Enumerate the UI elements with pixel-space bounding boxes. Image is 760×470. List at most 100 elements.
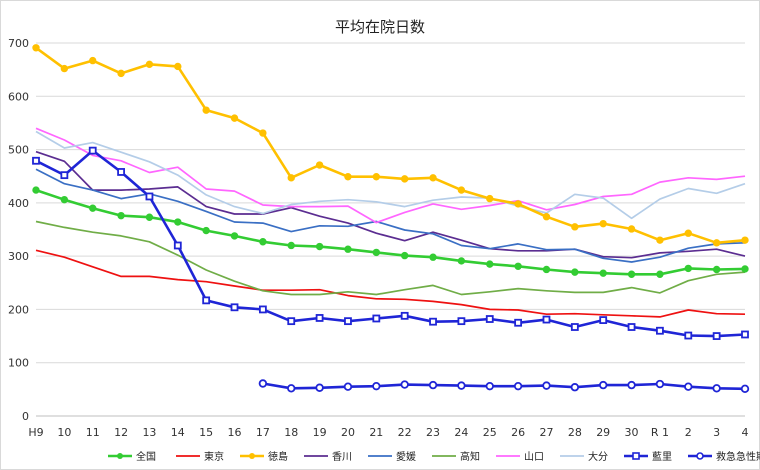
x-tick-label: 24 <box>454 426 468 439</box>
data-point <box>599 219 607 228</box>
data-point <box>684 229 692 237</box>
x-tick-label: 29 <box>596 426 610 439</box>
x-tick-label: 22 <box>398 426 412 439</box>
data-point <box>485 381 494 391</box>
data-point <box>599 380 608 390</box>
series-line <box>35 46 746 245</box>
y-tick-label: 300 <box>8 250 29 263</box>
data-point <box>230 114 239 122</box>
data-point <box>343 382 353 391</box>
x-tick-label: 16 <box>228 426 242 439</box>
x-tick-label: 17 <box>256 426 270 439</box>
series-line <box>35 149 746 338</box>
x-tick-label: 3 <box>713 426 720 439</box>
data-point <box>542 213 551 221</box>
legend-marker <box>117 453 123 459</box>
data-point <box>60 195 69 204</box>
y-tick-label: 700 <box>8 37 29 50</box>
series-line <box>35 188 746 276</box>
legend-label: 救急急性期病棟 <box>716 450 760 463</box>
x-tick-label: 13 <box>142 426 156 439</box>
legend-label: 徳島 <box>268 450 288 463</box>
x-tick-label: 25 <box>483 426 497 439</box>
data-point <box>627 225 636 233</box>
x-tick-label: 19 <box>313 426 327 439</box>
data-point <box>627 270 636 278</box>
data-point <box>372 314 381 323</box>
data-point <box>117 168 125 176</box>
legend-label: 愛媛 <box>396 450 416 463</box>
data-point <box>372 248 381 257</box>
data-point <box>173 241 182 250</box>
data-point <box>259 129 267 137</box>
data-point <box>684 331 693 340</box>
y-tick-label: 200 <box>8 303 29 316</box>
data-point <box>258 379 268 388</box>
data-point <box>32 44 40 52</box>
data-point <box>741 330 749 339</box>
x-tick-label: R 1 <box>651 426 669 439</box>
x-tick-label: 27 <box>539 426 553 439</box>
data-point <box>400 380 409 389</box>
data-point <box>202 226 210 235</box>
data-point <box>486 194 494 203</box>
data-point <box>145 60 154 69</box>
data-point <box>202 296 211 305</box>
data-point <box>485 315 494 323</box>
data-point <box>287 241 295 250</box>
x-tick-label: 18 <box>284 426 298 439</box>
data-point <box>514 318 523 327</box>
data-point <box>60 171 69 180</box>
data-point <box>656 270 664 278</box>
data-point <box>429 174 437 182</box>
data-point <box>514 262 522 270</box>
data-point <box>457 186 466 194</box>
x-tick-label: 21 <box>369 426 383 439</box>
data-point <box>656 326 664 335</box>
data-point <box>315 383 324 392</box>
data-point <box>60 64 69 73</box>
data-point <box>287 174 295 182</box>
data-point <box>457 317 466 326</box>
data-point <box>315 314 324 322</box>
x-tick-label: 23 <box>426 426 440 439</box>
y-tick-label: 400 <box>8 197 29 210</box>
data-point <box>740 384 750 394</box>
data-point <box>542 381 551 390</box>
chart-title: 平均在院日数 <box>334 18 425 36</box>
data-point <box>88 146 97 155</box>
data-point <box>145 213 154 221</box>
legend-label: 高知 <box>460 450 480 463</box>
data-point <box>117 69 125 78</box>
data-point <box>627 323 636 331</box>
y-tick-label: 500 <box>8 144 29 157</box>
legend-label: 藍里 <box>652 450 672 463</box>
legend-label: 香川 <box>332 451 352 463</box>
legend-marker <box>632 452 640 460</box>
data-point <box>89 56 97 65</box>
data-point <box>457 381 466 390</box>
data-point <box>174 62 182 71</box>
data-point <box>372 381 381 391</box>
x-tick-label: 20 <box>341 426 355 439</box>
data-point <box>344 245 352 253</box>
data-point <box>712 265 721 274</box>
data-point <box>315 242 324 251</box>
legend-label: 大分 <box>588 450 608 463</box>
data-point <box>741 265 749 273</box>
data-point <box>344 173 352 181</box>
data-point <box>627 380 636 390</box>
data-point <box>372 173 381 181</box>
data-point <box>230 303 239 312</box>
x-tick-label: 10 <box>57 426 71 439</box>
series-line <box>262 382 746 391</box>
data-point <box>457 257 466 265</box>
x-tick-label: 28 <box>568 426 582 439</box>
data-point <box>258 305 267 314</box>
data-point <box>570 323 579 331</box>
series-line <box>35 150 746 259</box>
series-line <box>35 130 746 220</box>
x-tick-label: 15 <box>199 426 213 439</box>
data-point <box>287 317 296 326</box>
data-point <box>571 268 579 276</box>
